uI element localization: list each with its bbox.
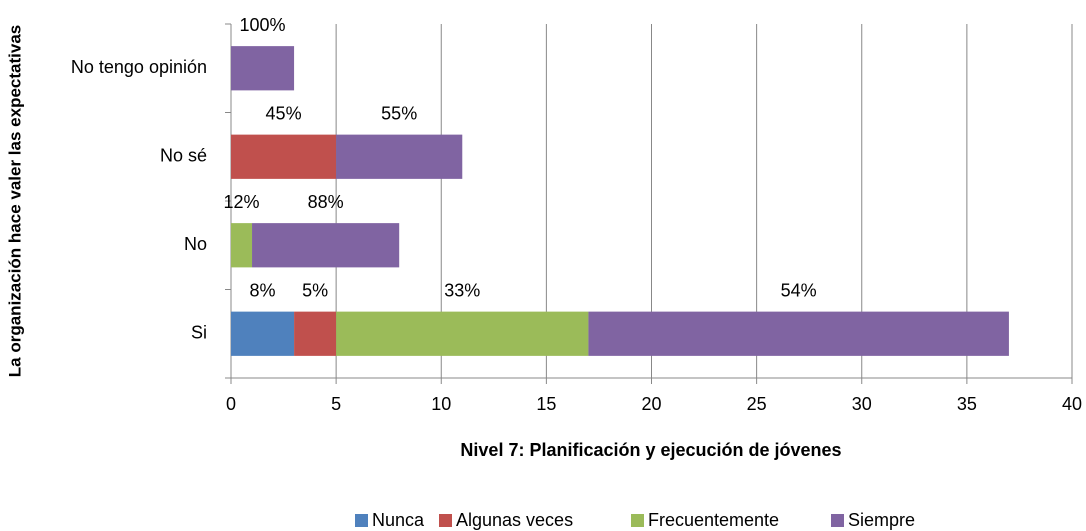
y-tick-label: No tengo opinión xyxy=(71,57,207,77)
bar-segment xyxy=(588,311,1009,356)
x-tick-label: 25 xyxy=(747,394,767,414)
legend-swatch xyxy=(439,514,452,527)
x-tick-label: 10 xyxy=(431,394,451,414)
bar-segment xyxy=(336,134,463,179)
legend-label: Algunas veces xyxy=(456,510,573,530)
data-label: 8% xyxy=(250,280,276,300)
legend-label: Nunca xyxy=(372,510,425,530)
data-label: 54% xyxy=(781,280,817,300)
legend-label: Siempre xyxy=(848,510,915,530)
data-label: 45% xyxy=(266,103,302,123)
legend-swatch xyxy=(631,514,644,527)
bar-segment xyxy=(231,134,337,179)
legend-label: Frecuentemente xyxy=(648,510,779,530)
legend-swatch xyxy=(831,514,844,527)
x-axis-title: Nivel 7: Planificación y ejecución de jó… xyxy=(460,440,841,460)
x-tick-label: 40 xyxy=(1062,394,1082,414)
data-label: 12% xyxy=(223,192,259,212)
y-tick-label: No xyxy=(184,234,207,254)
y-tick-label: Si xyxy=(191,323,207,343)
x-tick-label: 35 xyxy=(957,394,977,414)
x-tick-label: 5 xyxy=(331,394,341,414)
legend-swatch xyxy=(355,514,368,527)
bar-segment xyxy=(294,311,337,356)
x-tick-label: 20 xyxy=(641,394,661,414)
x-tick-label: 0 xyxy=(226,394,236,414)
bar-segment xyxy=(336,311,589,356)
data-label: 5% xyxy=(302,280,328,300)
x-tick-label: 15 xyxy=(536,394,556,414)
x-tick-label: 30 xyxy=(852,394,872,414)
bar-segment xyxy=(252,223,400,268)
bar-segment xyxy=(231,223,253,268)
bar-segment xyxy=(231,311,295,356)
y-tick-label: No sé xyxy=(160,146,207,166)
bar-segment xyxy=(231,46,295,91)
y-axis-title: La organización hace valer las expectati… xyxy=(5,25,24,377)
data-label: 100% xyxy=(240,15,286,35)
data-label: 55% xyxy=(381,103,417,123)
data-label: 88% xyxy=(308,192,344,212)
data-label: 33% xyxy=(444,280,480,300)
